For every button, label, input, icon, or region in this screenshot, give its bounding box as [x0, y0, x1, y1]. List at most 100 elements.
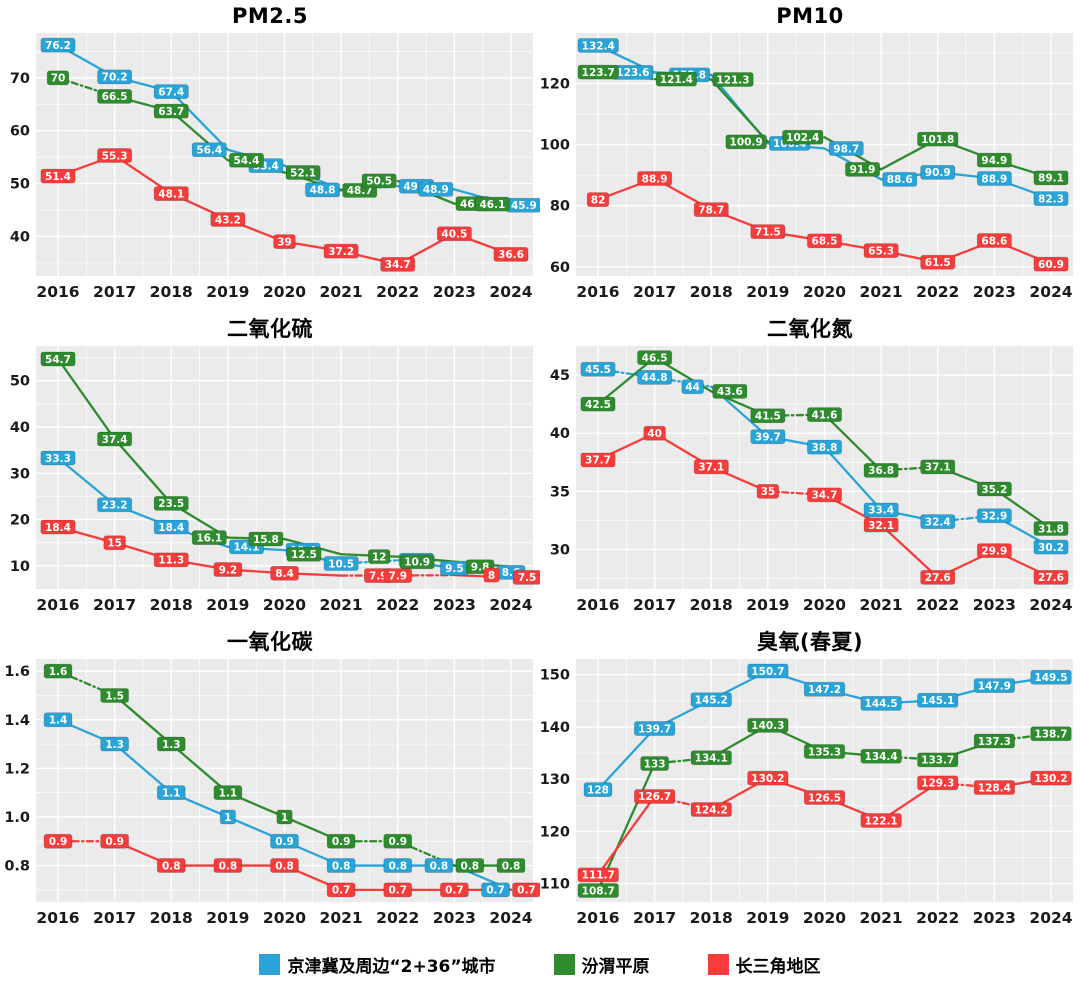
svg-text:2019: 2019	[206, 596, 249, 614]
svg-text:98.7: 98.7	[833, 143, 859, 155]
svg-text:70.2: 70.2	[102, 72, 128, 84]
svg-text:2019: 2019	[206, 283, 249, 301]
svg-text:1.0: 1.0	[4, 810, 30, 826]
svg-text:7.5: 7.5	[518, 572, 537, 584]
svg-text:1.1: 1.1	[219, 787, 238, 799]
svg-text:43.6: 43.6	[717, 386, 743, 398]
svg-text:45: 45	[550, 368, 570, 384]
svg-text:2018: 2018	[690, 596, 733, 614]
svg-text:37.1: 37.1	[925, 462, 951, 474]
legend-label-jjj: 京津冀及周边“2+36”城市	[287, 956, 496, 977]
svg-text:70: 70	[51, 73, 66, 85]
svg-text:35.2: 35.2	[981, 484, 1007, 496]
svg-text:130.2: 130.2	[1034, 773, 1067, 785]
svg-text:2021: 2021	[320, 596, 363, 614]
svg-text:101.8: 101.8	[921, 134, 954, 146]
svg-text:2021: 2021	[320, 283, 363, 301]
svg-text:2017: 2017	[633, 283, 676, 301]
svg-text:46.1: 46.1	[479, 199, 505, 211]
svg-text:100: 100	[540, 138, 570, 154]
panel-title-o3: 臭氧(春夏)	[756, 630, 864, 654]
svg-text:150.7: 150.7	[751, 666, 784, 678]
svg-text:9.2: 9.2	[219, 564, 238, 576]
svg-text:61.5: 61.5	[925, 257, 951, 269]
svg-text:10.9: 10.9	[404, 556, 430, 568]
svg-text:34.7: 34.7	[385, 259, 411, 271]
svg-text:2018: 2018	[150, 596, 193, 614]
svg-text:37.4: 37.4	[102, 434, 128, 446]
svg-text:32.4: 32.4	[925, 516, 951, 528]
svg-text:88.9: 88.9	[981, 173, 1007, 185]
o3-chart: 128 139.7 145.2 150.7 147.2 144.5 145.1 147.9 14…	[540, 659, 1073, 927]
svg-text:2022: 2022	[376, 283, 419, 301]
svg-text:68.6: 68.6	[981, 235, 1007, 247]
svg-text:55.3: 55.3	[102, 150, 128, 162]
svg-text:7.9: 7.9	[369, 570, 388, 582]
svg-text:2017: 2017	[93, 909, 136, 927]
svg-text:1.3: 1.3	[105, 739, 124, 751]
svg-text:82: 82	[591, 194, 606, 206]
svg-text:9.5: 9.5	[445, 563, 464, 575]
panel-so2: 二氧化硫 33.323.218.414.113.410.511.29.58.65…	[0, 313, 540, 626]
svg-text:54.7: 54.7	[45, 354, 71, 366]
pm10-chart: 132.4123.6122.8100.498.788.690.988.982.3…	[540, 33, 1073, 301]
svg-text:2019: 2019	[746, 909, 789, 927]
svg-text:2023: 2023	[973, 596, 1016, 614]
svg-text:15.8: 15.8	[253, 534, 279, 546]
svg-text:20: 20	[10, 513, 30, 529]
svg-text:35: 35	[550, 484, 570, 500]
svg-text:30: 30	[10, 466, 30, 482]
svg-text:2023: 2023	[433, 909, 476, 927]
svg-text:48.9: 48.9	[423, 184, 449, 196]
svg-text:120: 120	[540, 76, 570, 92]
svg-text:0.9: 0.9	[332, 836, 351, 848]
svg-text:145.1: 145.1	[921, 695, 954, 707]
svg-text:1.1: 1.1	[162, 787, 181, 799]
panel-title-pm10: PM10	[776, 4, 844, 28]
svg-text:94.9: 94.9	[981, 155, 1007, 167]
panel-no2: 二氧化氮 45.5 44.8 44 39.7 38.8 33.4 32.4 32.9 30.2 4…	[540, 313, 1080, 626]
svg-text:66.5: 66.5	[102, 91, 128, 103]
svg-text:32.9: 32.9	[981, 511, 1007, 523]
svg-text:1.6: 1.6	[4, 664, 30, 680]
svg-text:111.7: 111.7	[582, 870, 615, 882]
svg-text:45.9: 45.9	[511, 200, 537, 212]
svg-text:0.8: 0.8	[219, 860, 238, 872]
legend: 京津冀及周边“2+36”城市 汾渭平原 长三角地区	[0, 939, 1080, 989]
svg-text:1: 1	[224, 812, 231, 824]
svg-text:110: 110	[540, 877, 570, 893]
svg-text:2020: 2020	[263, 283, 306, 301]
svg-text:138.7: 138.7	[1034, 729, 1067, 741]
svg-text:140.3: 140.3	[751, 720, 784, 732]
svg-text:2017: 2017	[633, 909, 676, 927]
svg-text:2017: 2017	[93, 283, 136, 301]
svg-text:88.9: 88.9	[642, 173, 668, 185]
svg-text:2018: 2018	[690, 909, 733, 927]
svg-text:27.6: 27.6	[925, 572, 951, 584]
svg-text:0.9: 0.9	[275, 836, 294, 848]
panel-pm25: PM2.5 76.2 70.2 67.4 56.4 53.4 48.8 49.5 48.9 45…	[0, 0, 540, 313]
svg-text:36.8: 36.8	[868, 465, 894, 477]
svg-text:27.6: 27.6	[1038, 572, 1064, 584]
svg-text:0.9: 0.9	[388, 836, 407, 848]
svg-text:80: 80	[550, 199, 570, 215]
legend-swatch-csj-icon	[707, 953, 729, 975]
svg-text:0.9: 0.9	[49, 836, 68, 848]
svg-text:2023: 2023	[973, 909, 1016, 927]
svg-text:2023: 2023	[433, 596, 476, 614]
svg-text:60: 60	[550, 260, 570, 276]
svg-text:2019: 2019	[746, 283, 789, 301]
svg-text:147.9: 147.9	[978, 680, 1011, 692]
svg-text:63.7: 63.7	[158, 106, 184, 118]
svg-text:56.4: 56.4	[196, 145, 222, 157]
svg-text:133: 133	[644, 758, 666, 770]
no2-chart: 45.5 44.8 44 39.7 38.8 33.4 32.4 32.9 30.2 42.5 46…	[550, 346, 1073, 614]
svg-text:130: 130	[540, 772, 570, 788]
svg-text:2022: 2022	[916, 909, 959, 927]
svg-text:46.5: 46.5	[642, 352, 668, 364]
svg-text:2022: 2022	[376, 596, 419, 614]
svg-text:67.4: 67.4	[158, 86, 184, 98]
svg-text:2024: 2024	[1029, 596, 1072, 614]
svg-text:82.3: 82.3	[1038, 193, 1064, 205]
